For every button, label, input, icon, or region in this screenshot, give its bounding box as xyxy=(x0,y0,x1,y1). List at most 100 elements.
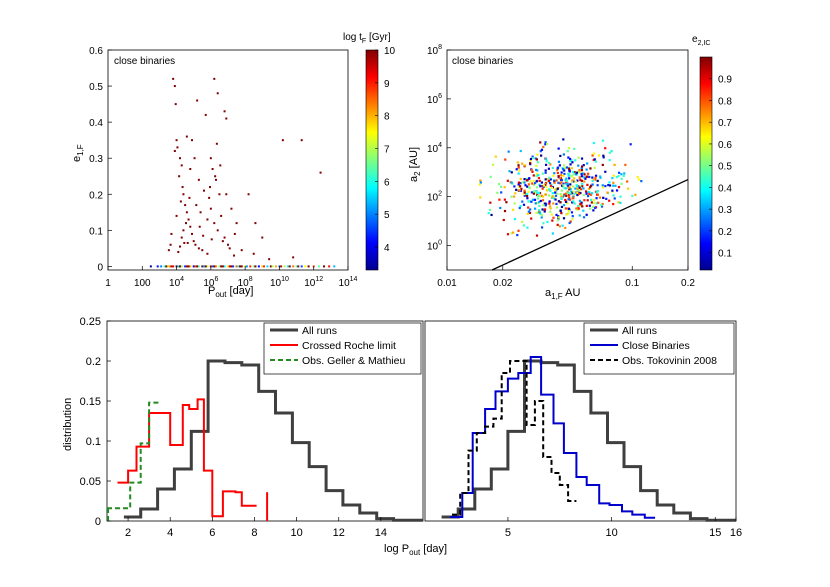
panel-b-point xyxy=(562,174,565,177)
panel-b-point xyxy=(601,184,604,187)
panel-b-point xyxy=(535,180,538,183)
panel-b-point xyxy=(619,201,622,204)
panel-b-point xyxy=(591,183,594,186)
panel-b-point xyxy=(572,200,575,203)
panel-b-point xyxy=(588,192,591,195)
panel-b-point xyxy=(556,223,559,226)
panel-a-point xyxy=(209,207,212,210)
panel-b-point xyxy=(594,206,597,210)
panel-b-point xyxy=(566,191,570,194)
panel-b-point xyxy=(571,161,574,164)
panel-a-point xyxy=(227,265,229,268)
panel-b-point xyxy=(580,201,583,204)
panel-a-point xyxy=(177,250,180,253)
panel-a-xlabel: Pout [day] xyxy=(208,285,253,299)
panel-a-point xyxy=(196,265,199,268)
panel-b-point xyxy=(558,177,562,180)
panel-b-point xyxy=(568,196,571,199)
panel-b-point xyxy=(612,194,615,197)
panel-c-xtick-label: 10 xyxy=(290,527,302,539)
panel-b-ytick-label-base: 10 xyxy=(427,46,439,57)
panel-b-point xyxy=(608,181,611,184)
panel-b-ytick-label-base: 10 xyxy=(427,193,439,204)
panel-a-point xyxy=(179,200,182,203)
panel-a-point xyxy=(269,265,272,268)
panel-b-point xyxy=(557,200,560,203)
panel-b-point xyxy=(584,177,587,180)
panel-b-point xyxy=(582,187,585,190)
panel-a-point xyxy=(319,171,322,174)
panel-b-point xyxy=(548,176,551,179)
panel-b-point xyxy=(536,161,539,164)
panel-d-legend-label: All runs xyxy=(622,325,657,337)
panel-b-point xyxy=(564,166,567,170)
panel-b-point xyxy=(637,178,641,181)
panel-a-point xyxy=(252,265,255,268)
panel-b-colorbar-tick-label: 0.6 xyxy=(718,140,732,151)
panel-a-ytick-label: 0.5 xyxy=(89,82,103,93)
panel-b-point xyxy=(573,193,576,196)
panel-a-point xyxy=(197,178,200,181)
panel-b-point xyxy=(564,181,568,184)
panel-a-xtick-label-base: 10 xyxy=(238,278,250,289)
panel-a-point xyxy=(223,110,226,113)
panel-b-point xyxy=(567,156,570,159)
panel-b-point xyxy=(554,194,558,197)
panel-b-point xyxy=(519,205,522,208)
panel-b-point xyxy=(565,166,569,169)
panel-a-point xyxy=(304,265,307,268)
panel-b-point xyxy=(627,187,630,190)
panel-b-point xyxy=(533,190,536,193)
panel-b-point xyxy=(577,189,581,192)
panel-a-xtick-label: 1014 xyxy=(339,276,358,289)
panel-b-point xyxy=(547,194,550,197)
panel-b-point xyxy=(553,197,556,200)
panel-d-series-line xyxy=(441,359,736,522)
panel-b-point xyxy=(548,202,551,205)
panel-b-colorbar-tick-label: 0.4 xyxy=(718,183,732,194)
panel-b-point xyxy=(577,171,580,174)
panel-b-point xyxy=(571,179,574,182)
panel-b-point xyxy=(479,196,482,199)
panel-a-point xyxy=(183,241,186,244)
panel-b-point xyxy=(533,191,537,194)
panel-b-point xyxy=(597,201,600,204)
panel-b-point xyxy=(544,169,547,172)
panel-b-point xyxy=(510,232,513,235)
panel-b-point xyxy=(534,202,537,205)
panel-b-point xyxy=(502,218,505,222)
panel-b-point xyxy=(540,194,543,197)
panel-a-point xyxy=(172,265,175,268)
panel-a-xtick-label-base: 10 xyxy=(169,278,181,289)
panel-b-point xyxy=(538,192,542,195)
panel-b-colorbar-tick-label: 0.2 xyxy=(718,227,732,238)
panel-b-point xyxy=(591,154,594,157)
panel-a-point xyxy=(266,265,269,268)
panel-a-point xyxy=(215,142,218,145)
panel-b-point xyxy=(487,212,490,215)
panel-a-point xyxy=(149,265,152,268)
panel-b-point xyxy=(530,200,533,203)
panel-a-yticks: 0 0.1 0.2 0.3 0.4 0.5 0.6 xyxy=(89,46,112,273)
panel-b-point xyxy=(576,191,579,194)
panel-a-point xyxy=(230,265,233,268)
panel-b-point xyxy=(604,170,607,173)
panel-b-point xyxy=(581,185,584,188)
panel-b-point xyxy=(528,186,531,189)
panel-b-point xyxy=(556,169,559,172)
panel-b-point xyxy=(499,206,502,210)
panel-b-point xyxy=(586,162,589,165)
panel-b-point xyxy=(488,208,492,212)
panel-a-point xyxy=(300,139,303,142)
panel-a-point xyxy=(235,222,238,225)
panel-b-ytick-label-base: 10 xyxy=(427,95,439,106)
panel-b-ytick-label: 102 xyxy=(427,191,442,204)
panel-b-point xyxy=(562,164,566,167)
panel-b-point xyxy=(531,182,534,185)
panel-a-point xyxy=(288,265,291,268)
panel-b-point xyxy=(563,194,566,197)
panel-c-ytick-label: 0.05 xyxy=(80,476,101,488)
panel-b-point xyxy=(538,211,541,214)
panel-b-point xyxy=(568,221,571,225)
panel-b-point xyxy=(535,190,538,193)
